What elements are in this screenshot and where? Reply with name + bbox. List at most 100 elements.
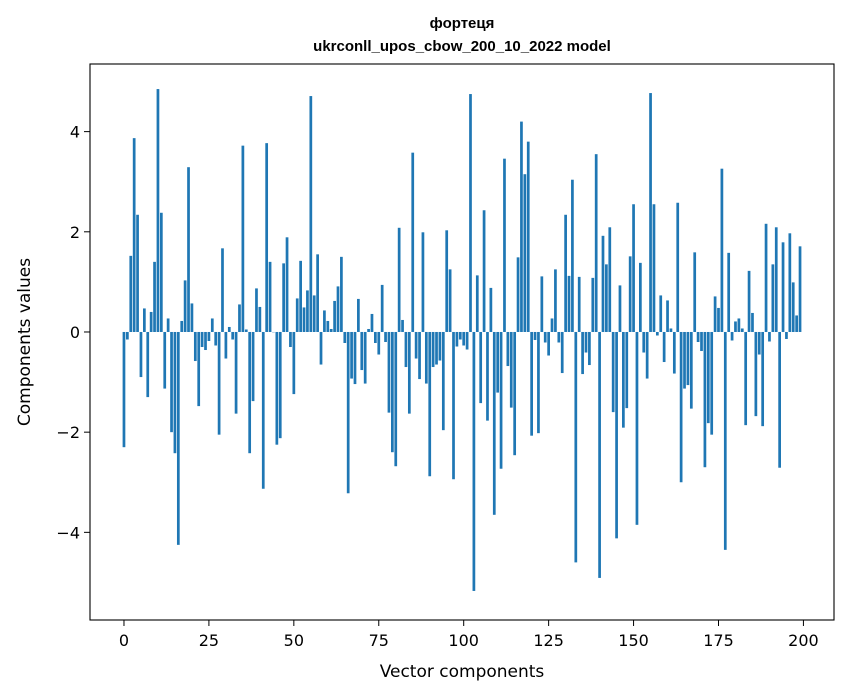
bar-6: [143, 308, 146, 332]
bar-144: [611, 331, 615, 413]
bar-162: [672, 331, 676, 374]
bar-14: [170, 331, 173, 433]
x-axis-label: Vector components: [380, 662, 545, 682]
bar-88: [421, 232, 425, 332]
bar-12: [163, 331, 167, 389]
bar-140: [598, 331, 601, 578]
bar-3: [132, 138, 136, 332]
y-tick-label: −2: [56, 423, 80, 442]
bar-99: [458, 331, 462, 340]
bar-199: [798, 246, 802, 332]
bar-171: [703, 331, 707, 468]
bar-18: [183, 280, 187, 332]
bar-111: [499, 331, 503, 469]
bar-30: [224, 331, 228, 359]
x-tick-label: 125: [533, 631, 564, 650]
bar-110: [496, 331, 500, 393]
y-tick-label: 2: [70, 223, 80, 242]
bar-70: [360, 331, 364, 371]
bar-197: [791, 282, 795, 332]
bar-117: [520, 121, 523, 332]
bar-150: [632, 204, 635, 332]
bar-91: [431, 331, 435, 368]
bar-7: [146, 331, 150, 398]
bar-54: [306, 290, 309, 332]
bar-45: [275, 331, 279, 445]
bar-1: [126, 331, 129, 340]
chart-title: фортеця: [430, 15, 495, 32]
bar-53: [302, 307, 306, 332]
bar-149: [628, 256, 632, 332]
bar-87: [418, 331, 421, 380]
y-tick-label: 0: [70, 323, 80, 342]
bar-47: [282, 263, 285, 332]
bar-190: [768, 331, 771, 342]
bar-64: [340, 256, 343, 332]
bar-189: [764, 223, 768, 332]
bar-55: [309, 96, 313, 332]
bar-121: [533, 331, 537, 340]
bar-31: [227, 326, 231, 332]
bar-46: [278, 331, 282, 439]
bar-113: [506, 331, 510, 367]
bar-135: [581, 331, 584, 375]
bar-85: [411, 152, 415, 332]
bar-20: [190, 303, 194, 332]
bar-187: [757, 331, 761, 355]
bar-79: [391, 331, 394, 453]
bar-173: [710, 331, 714, 435]
bar-19: [187, 167, 190, 332]
bar-35: [241, 145, 245, 332]
bar-137: [588, 331, 591, 366]
bar-129: [560, 331, 564, 374]
bar-157: [655, 331, 659, 336]
bar-57: [316, 254, 319, 332]
bar-69: [357, 298, 360, 332]
bar-36: [244, 329, 248, 332]
bar-184: [747, 270, 751, 332]
bar-109: [492, 331, 496, 515]
bar-21: [193, 331, 197, 362]
bar-195: [785, 331, 788, 339]
bar-4: [136, 214, 139, 332]
bar-115: [513, 331, 517, 456]
bar-68: [353, 331, 357, 385]
bar-92: [435, 331, 438, 365]
bar-17: [180, 320, 184, 332]
bar-27: [214, 331, 218, 346]
bar-67: [350, 331, 353, 379]
bar-166: [686, 331, 690, 386]
bar-102: [469, 94, 472, 332]
bar-105: [479, 331, 483, 404]
bar-42: [265, 143, 269, 332]
x-tick-label: 0: [119, 631, 129, 650]
bar-11: [159, 212, 163, 332]
bar-22: [197, 331, 201, 407]
bar-170: [700, 331, 703, 352]
bar-82: [401, 319, 404, 332]
bar-159: [662, 331, 666, 363]
bar-2: [129, 255, 133, 332]
bar-177: [723, 331, 727, 550]
bar-49: [289, 331, 292, 348]
bar-56: [312, 295, 316, 332]
bar-141: [601, 235, 605, 332]
y-axis-label: Components values: [15, 258, 35, 426]
bar-50: [292, 331, 296, 395]
bars-layer: [122, 89, 802, 591]
bar-198: [795, 315, 798, 332]
bar-74: [374, 331, 377, 343]
bar-58: [319, 331, 323, 365]
bar-41: [261, 331, 265, 489]
bar-101: [465, 331, 469, 350]
bar-123: [540, 276, 544, 332]
bar-81: [397, 227, 401, 332]
bar-168: [693, 252, 697, 332]
bar-9: [153, 261, 156, 332]
bar-43: [268, 261, 272, 332]
x-tick-label: 75: [369, 631, 389, 650]
bar-133: [574, 331, 578, 563]
bar-192: [774, 227, 778, 332]
